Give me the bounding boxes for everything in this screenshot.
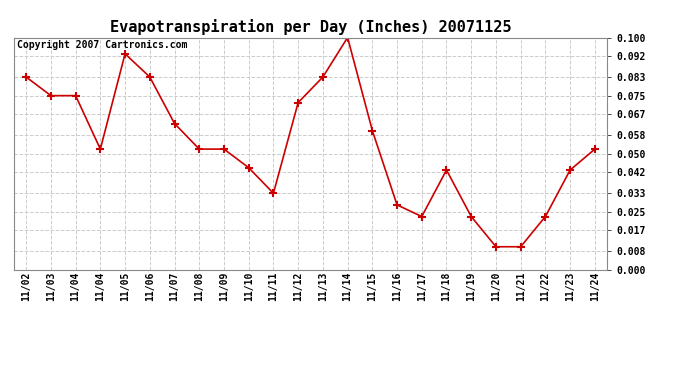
Title: Evapotranspiration per Day (Inches) 20071125: Evapotranspiration per Day (Inches) 2007… — [110, 19, 511, 35]
Text: Copyright 2007 Cartronics.com: Copyright 2007 Cartronics.com — [17, 40, 187, 50]
